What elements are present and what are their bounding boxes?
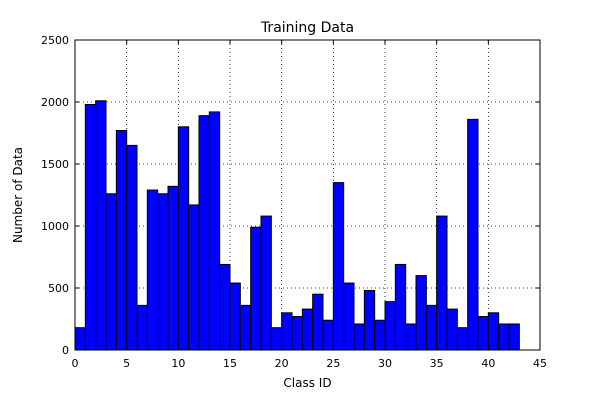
bar	[167, 185, 179, 351]
bar	[250, 226, 262, 351]
bar	[219, 263, 231, 351]
bar	[477, 316, 489, 351]
bar	[332, 182, 345, 351]
bar	[260, 215, 272, 351]
bar	[508, 323, 520, 351]
x-tick-label: 40	[481, 357, 495, 370]
bar	[146, 189, 159, 351]
bar	[467, 118, 479, 351]
bar	[84, 103, 97, 351]
bar	[353, 323, 365, 351]
y-tick-label: 0	[62, 344, 69, 357]
bar	[312, 293, 324, 351]
y-tick-label: 2500	[41, 34, 69, 47]
bar	[105, 193, 117, 351]
bar	[177, 126, 190, 351]
x-tick-label: 35	[430, 357, 444, 370]
bar	[239, 304, 252, 351]
bar	[198, 115, 210, 351]
bar	[425, 304, 438, 351]
y-tick-label: 1500	[41, 158, 69, 171]
bar	[322, 319, 334, 351]
bar	[498, 323, 510, 351]
y-tick-label: 500	[48, 282, 69, 295]
bar	[281, 312, 293, 351]
bar	[270, 327, 283, 351]
bar	[456, 327, 469, 351]
bar	[301, 308, 314, 351]
x-tick-label: 30	[378, 357, 392, 370]
bar	[343, 282, 355, 351]
y-tick-label: 1000	[41, 220, 69, 233]
x-tick-label: 20	[275, 357, 289, 370]
bar	[291, 316, 303, 351]
bar	[374, 319, 386, 351]
bar	[208, 111, 221, 351]
bar	[436, 215, 448, 351]
x-tick-label: 10	[171, 357, 185, 370]
bar	[405, 323, 417, 351]
bar	[188, 204, 200, 351]
bar	[74, 327, 86, 351]
plot-frame	[74, 39, 541, 351]
x-tick-label: 15	[223, 357, 237, 370]
axis-ticks: 0 5 10 15 20 25 30 35 40 45 0 500 1000 1500 2000 2500	[41, 34, 547, 370]
x-tick-label: 5	[123, 357, 130, 370]
bar	[363, 289, 376, 351]
chart-title: Training Data	[260, 20, 354, 36]
x-tick-label: 45	[533, 357, 547, 370]
y-axis-label: Number of Data	[11, 147, 25, 243]
bar	[415, 275, 427, 351]
x-tick-label: 0	[72, 357, 79, 370]
bar	[446, 308, 458, 351]
bar	[157, 193, 169, 351]
bar	[126, 144, 138, 351]
bar	[229, 282, 241, 351]
bar	[384, 301, 396, 351]
x-axis-label: Class ID	[283, 376, 331, 390]
bar	[95, 100, 107, 351]
bar	[115, 130, 128, 351]
x-tick-label: 25	[326, 357, 340, 370]
y-tick-label: 2000	[41, 96, 69, 109]
bar	[394, 263, 407, 351]
grid-lines	[75, 40, 540, 350]
bar	[136, 304, 148, 351]
bar	[487, 312, 500, 351]
